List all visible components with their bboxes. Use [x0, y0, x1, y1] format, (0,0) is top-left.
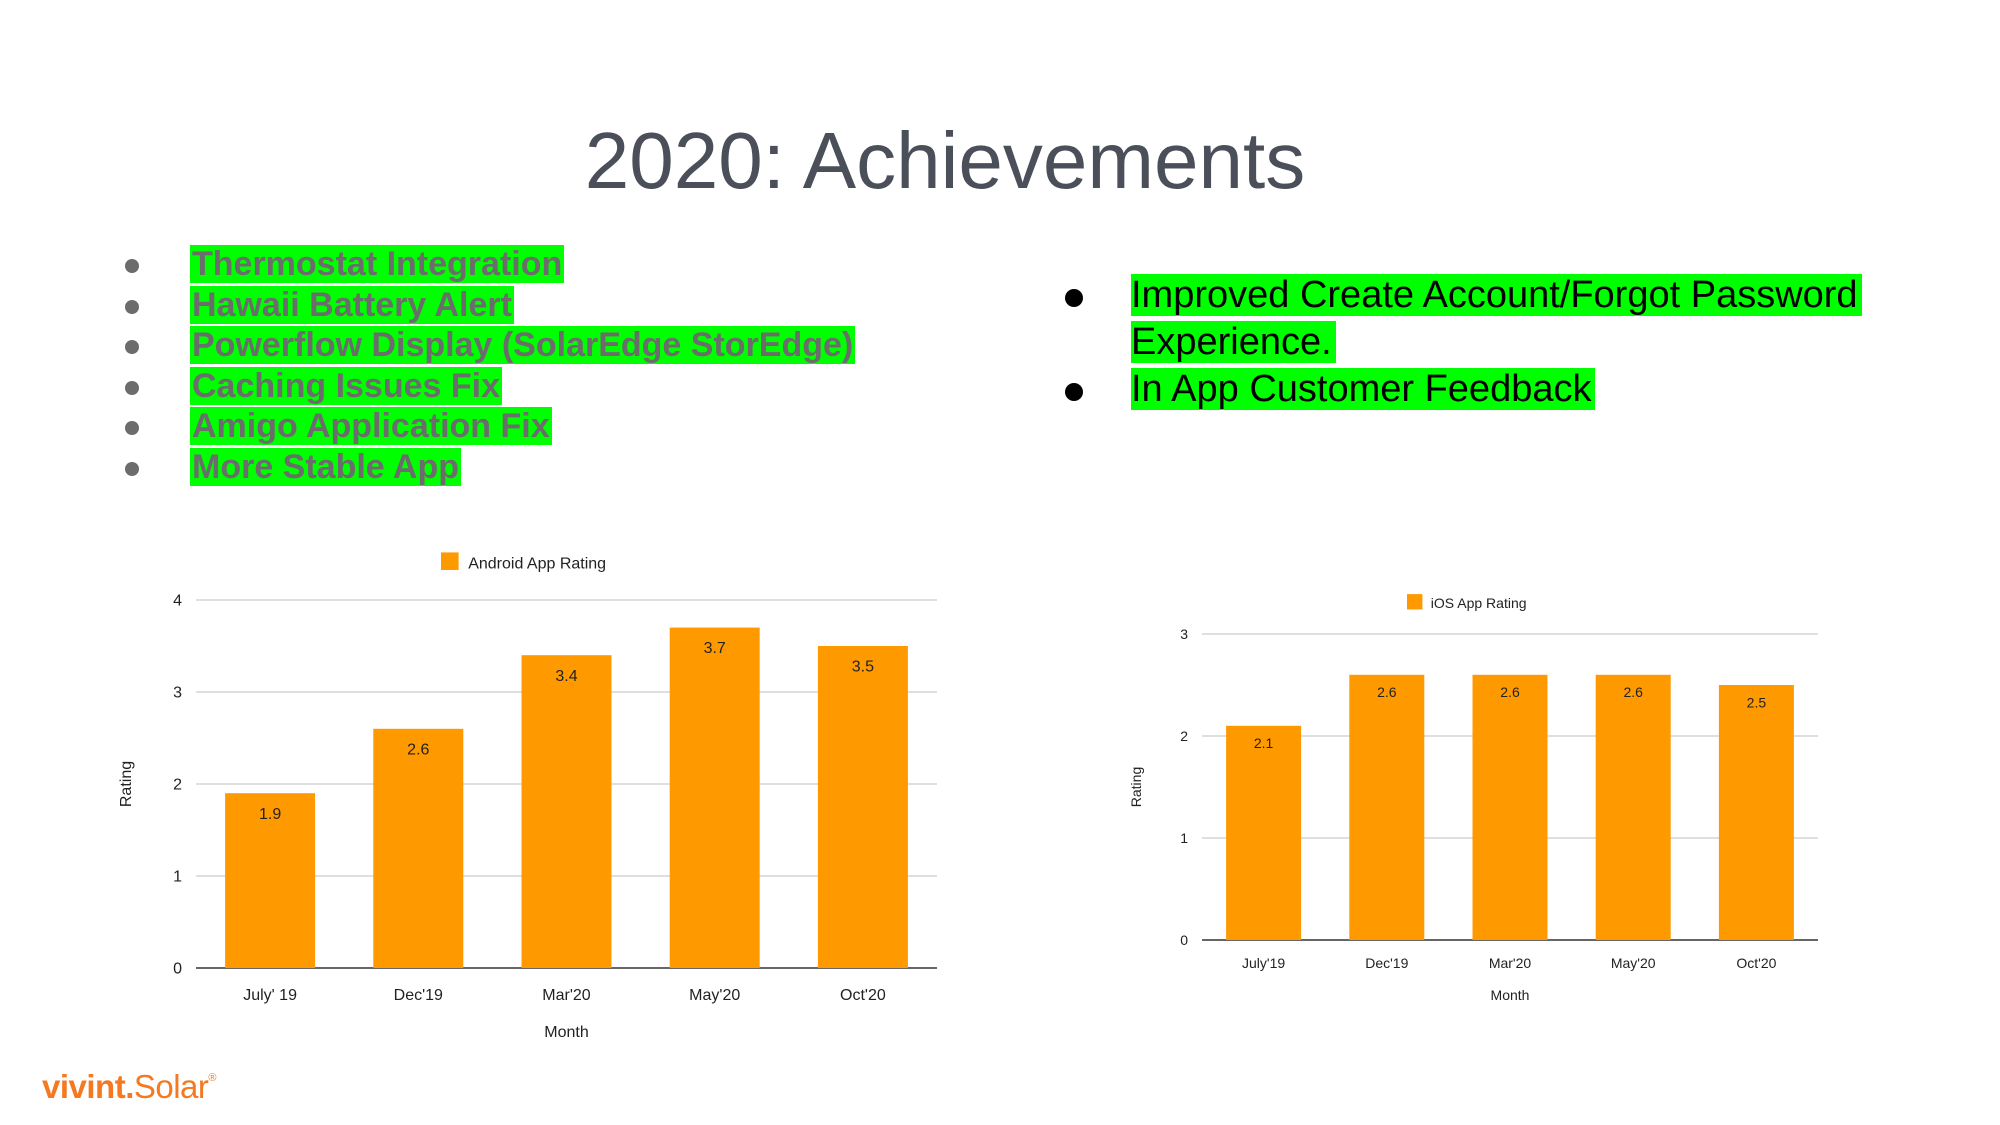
legend-swatch	[1407, 594, 1423, 610]
bar	[373, 728, 464, 968]
list-item: More Stable App	[125, 447, 855, 488]
x-tick-label: July'19	[1242, 955, 1285, 971]
data-label: 2.6	[1377, 684, 1397, 700]
y-tick-label: 4	[173, 593, 182, 610]
bullet-text: Caching Issues Fix	[190, 366, 502, 405]
bullet-text: Powerflow Display (SolarEdge StorEdge)	[190, 326, 856, 364]
bullet-text: In App Customer Feedback	[1131, 368, 1596, 410]
vivint-solar-logo: vivint.Solar®	[42, 1068, 216, 1106]
x-tick-label: Oct'20	[840, 987, 886, 1004]
list-item: In App Customer Feedback	[1065, 366, 1925, 413]
bullet-icon	[125, 461, 139, 476]
bar	[1226, 725, 1302, 940]
list-item: Hawaii Battery Alert	[125, 285, 855, 326]
logo-text: Solar	[133, 1068, 209, 1105]
bar	[1472, 674, 1548, 940]
data-label: 2.1	[1254, 735, 1274, 751]
list-item: Amigo Application Fix	[125, 406, 855, 447]
bullet-text: Thermostat Integration	[190, 245, 565, 283]
y-tick-label: 0	[173, 961, 182, 978]
registered-mark: ®	[208, 1072, 217, 1084]
data-label: 3.7	[704, 640, 726, 657]
bullet-icon	[125, 340, 139, 354]
bar	[1349, 674, 1425, 940]
data-label: 2.6	[1500, 684, 1520, 700]
android-rating-chart: 0 1 2 3 4 1.9 July' 19 2.6 Dec'19 3.4 Mar'20 3.7 May…	[118, 552, 937, 1041]
bullet-text: Hawaii Battery Alert	[190, 285, 514, 324]
right-achievements-list: Improved Create Account/Forgot Password …	[1065, 272, 1925, 413]
x-axis-title: Month	[544, 1024, 588, 1041]
bar	[1595, 674, 1671, 940]
x-axis-title: Month	[1491, 987, 1530, 1003]
x-tick-label: May'20	[689, 987, 740, 1004]
bar	[669, 627, 760, 968]
legend-label: Android App Rating	[468, 555, 606, 572]
left-achievements-list: Thermostat Integration Hawaii Battery Al…	[125, 244, 856, 488]
bullet-text: More Stable App	[190, 447, 461, 486]
data-label: 2.5	[1747, 694, 1767, 710]
legend-swatch	[441, 552, 459, 570]
y-tick-label: 2	[1180, 728, 1188, 744]
bullet-icon	[1065, 289, 1083, 307]
y-tick-label: 3	[173, 685, 182, 702]
bullet-icon	[125, 299, 139, 314]
list-item: Thermostat Integration	[125, 244, 855, 285]
bullet-text: Amigo Application Fix	[190, 407, 552, 445]
bullet-icon	[125, 421, 139, 435]
bar	[225, 793, 316, 968]
data-label: 3.4	[555, 668, 577, 685]
x-tick-label: May'20	[1611, 955, 1656, 971]
bullet-icon	[125, 259, 139, 273]
y-tick-label: 1	[1180, 830, 1188, 846]
logo-bold-text: vivint.	[42, 1068, 134, 1105]
y-axis-title: Rating	[1128, 767, 1144, 807]
x-tick-label: July' 19	[243, 987, 297, 1004]
data-label: 2.6	[407, 741, 429, 758]
ios-rating-chart: 0 1 2 3 2.1 July'19 2.6 Dec'19 2.6 Mar'20 2.6 May'2…	[1128, 594, 1818, 1003]
x-tick-label: Dec'19	[394, 987, 443, 1004]
bullet-icon	[125, 380, 139, 395]
data-label: 2.6	[1623, 684, 1643, 700]
bar	[1718, 685, 1794, 940]
slide-title: 2020: Achievements	[584, 116, 1306, 205]
y-tick-label: 2	[173, 777, 182, 794]
x-tick-label: Mar'20	[542, 987, 591, 1004]
x-tick-label: Dec'19	[1365, 955, 1408, 971]
x-tick-label: Mar'20	[1489, 955, 1532, 971]
y-tick-label: 1	[173, 869, 182, 886]
y-tick-label: 3	[1180, 626, 1188, 642]
y-axis-title: Rating	[118, 761, 135, 807]
list-item: Caching Issues Fix	[125, 366, 855, 407]
list-item: Powerflow Display (SolarEdge StorEdge)	[125, 325, 856, 366]
x-tick-label: Oct'20	[1736, 955, 1776, 971]
list-item: Improved Create Account/Forgot Password …	[1065, 272, 1925, 366]
data-label: 1.9	[259, 806, 281, 823]
data-label: 3.5	[852, 659, 874, 676]
bar	[817, 646, 908, 968]
bar	[521, 655, 612, 968]
y-tick-label: 0	[1180, 932, 1188, 948]
bullet-icon	[1065, 383, 1083, 401]
legend-label: iOS App Rating	[1431, 595, 1527, 611]
